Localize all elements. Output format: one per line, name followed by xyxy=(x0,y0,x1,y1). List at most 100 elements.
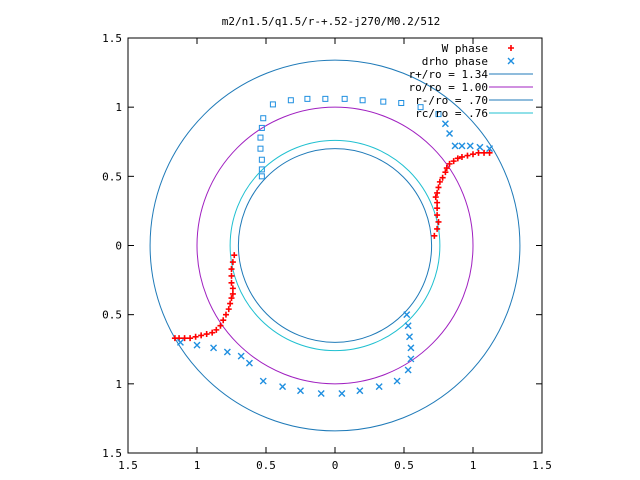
point-1-27 xyxy=(407,344,415,352)
point-1-21 xyxy=(258,156,265,163)
point-1-9 xyxy=(398,100,405,107)
y-tick-label-5: 1 xyxy=(115,101,122,114)
point-0-23 xyxy=(229,259,236,266)
point-1-10 xyxy=(380,98,387,105)
point-1-42 xyxy=(193,341,201,349)
point-0-32 xyxy=(222,311,229,318)
point-1-24 xyxy=(403,311,411,319)
point-0-9 xyxy=(436,178,443,185)
point-0-0 xyxy=(431,232,438,239)
point-1-26 xyxy=(406,333,414,341)
x-tick-label-3: 0 xyxy=(332,459,339,472)
point-1-8 xyxy=(417,104,424,111)
series-1 xyxy=(176,95,494,398)
point-0-16 xyxy=(458,153,465,160)
point-1-28 xyxy=(407,355,415,363)
point-1-29 xyxy=(404,366,412,374)
point-1-1 xyxy=(476,143,484,151)
point-0-28 xyxy=(229,290,236,297)
y-tick-label-4: 0.5 xyxy=(102,170,122,183)
point-0-43 xyxy=(171,335,178,342)
y-tick-label-2: 0.5 xyxy=(102,309,122,322)
point-1-32 xyxy=(356,387,364,395)
circle-2 xyxy=(237,148,433,343)
point-1-36 xyxy=(279,383,287,391)
legend-symbol-1 xyxy=(507,57,515,65)
point-1-41 xyxy=(210,344,218,352)
point-0-29 xyxy=(228,295,235,302)
point-0-1 xyxy=(434,225,441,232)
y-tick-label-6: 1.5 xyxy=(102,32,122,45)
reference-circles xyxy=(149,59,521,432)
point-1-35 xyxy=(297,387,304,395)
legend-label-3: ro/ro = 1.00 xyxy=(409,81,488,94)
point-0-7 xyxy=(434,189,441,196)
point-0-25 xyxy=(228,272,235,279)
point-1-22 xyxy=(258,166,265,173)
point-1-30 xyxy=(393,377,401,385)
point-0-38 xyxy=(198,332,205,339)
point-0-26 xyxy=(228,279,235,286)
point-0-37 xyxy=(203,331,210,338)
point-0-19 xyxy=(475,149,482,156)
point-0-24 xyxy=(228,266,235,273)
point-0-33 xyxy=(220,317,227,324)
point-1-18 xyxy=(258,124,265,131)
circle-1 xyxy=(196,106,474,385)
point-0-12 xyxy=(443,165,450,172)
x-tick-label-6: 1.5 xyxy=(532,459,552,472)
circle-3 xyxy=(229,139,441,352)
point-1-7 xyxy=(435,111,442,118)
point-0-30 xyxy=(227,300,234,307)
point-1-2 xyxy=(466,142,474,150)
point-1-4 xyxy=(451,142,459,150)
point-0-35 xyxy=(213,326,220,333)
point-0-14 xyxy=(450,158,457,165)
point-1-31 xyxy=(375,383,383,391)
point-0-8 xyxy=(435,184,442,191)
point-1-34 xyxy=(317,390,325,398)
point-1-20 xyxy=(257,145,264,152)
point-0-39 xyxy=(192,333,199,340)
point-1-40 xyxy=(223,348,231,356)
point-0-6 xyxy=(432,194,439,201)
circle-0 xyxy=(149,59,521,432)
chart-title: m2/n1.5/q1.5/r-+.52-j270/M0.2/512 xyxy=(222,15,441,28)
point-1-13 xyxy=(322,95,329,102)
point-1-33 xyxy=(338,390,346,398)
x-tick-label-0: 1.5 xyxy=(118,459,138,472)
point-1-25 xyxy=(404,322,412,330)
legend-label-0: W phase xyxy=(442,42,488,55)
point-1-39 xyxy=(237,352,245,360)
point-1-12 xyxy=(341,95,348,102)
legend-label-5: rc/ro = .76 xyxy=(415,107,488,120)
y-tick-label-3: 0 xyxy=(115,240,122,253)
point-1-5 xyxy=(446,129,454,137)
point-1-17 xyxy=(260,115,267,122)
point-1-23 xyxy=(258,173,265,180)
point-1-37 xyxy=(259,377,267,385)
point-0-11 xyxy=(442,169,449,176)
x-tick-label-5: 1 xyxy=(470,459,477,472)
legend-symbol-0 xyxy=(508,45,514,51)
point-1-43 xyxy=(176,338,184,346)
point-0-4 xyxy=(434,205,441,212)
point-0-31 xyxy=(225,306,232,313)
point-0-13 xyxy=(446,160,453,167)
x-tick-label-1: 1 xyxy=(194,459,201,472)
point-1-14 xyxy=(304,95,311,102)
point-0-21 xyxy=(486,149,493,156)
point-0-5 xyxy=(434,199,441,206)
point-0-41 xyxy=(181,335,188,342)
data-series xyxy=(171,95,494,398)
point-0-18 xyxy=(470,151,476,158)
point-1-0 xyxy=(486,145,494,153)
point-1-15 xyxy=(287,97,294,104)
x-tick-label-4: 0.5 xyxy=(394,459,414,472)
legend-label-4: r-/ro = .70 xyxy=(415,94,488,107)
y-tick-label-0: 1.5 xyxy=(102,447,122,460)
point-1-11 xyxy=(359,97,366,104)
point-1-38 xyxy=(245,359,253,367)
point-1-6 xyxy=(441,120,449,128)
